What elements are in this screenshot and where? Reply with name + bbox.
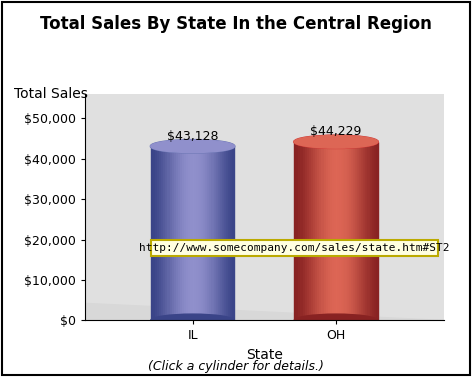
Bar <box>367 142 370 320</box>
Bar <box>222 146 224 320</box>
Text: http://www.somecompany.com/sales/state.htm#ST2: http://www.somecompany.com/sales/state.h… <box>139 243 449 253</box>
Bar <box>188 146 191 320</box>
Bar <box>301 142 303 320</box>
Ellipse shape <box>294 314 378 327</box>
Bar <box>178 146 180 320</box>
Bar <box>180 146 182 320</box>
X-axis label: State: State <box>246 348 283 362</box>
Bar <box>176 146 178 320</box>
Bar <box>320 142 321 320</box>
Bar <box>194 146 197 320</box>
Ellipse shape <box>151 314 235 327</box>
Bar <box>165 146 168 320</box>
Bar <box>294 142 296 320</box>
Bar <box>159 146 161 320</box>
Bar <box>226 146 228 320</box>
Bar <box>169 146 172 320</box>
Bar <box>216 146 218 320</box>
Bar <box>153 146 155 320</box>
Bar <box>328 142 330 320</box>
Ellipse shape <box>294 135 378 148</box>
Bar <box>205 146 207 320</box>
Bar <box>157 146 159 320</box>
Bar <box>296 142 298 320</box>
Polygon shape <box>85 94 444 320</box>
Bar <box>197 146 199 320</box>
Bar <box>346 142 349 320</box>
Bar <box>365 142 367 320</box>
Bar <box>232 146 235 320</box>
Bar <box>161 146 163 320</box>
Bar <box>186 146 188 320</box>
Bar <box>376 142 378 320</box>
Bar <box>313 142 315 320</box>
Bar <box>332 142 334 320</box>
Bar <box>363 142 365 320</box>
Text: $44,229: $44,229 <box>311 125 362 138</box>
Bar <box>374 142 376 320</box>
FancyBboxPatch shape <box>151 240 438 256</box>
Bar <box>357 142 359 320</box>
Bar <box>326 142 328 320</box>
Ellipse shape <box>151 140 235 153</box>
Bar <box>342 142 345 320</box>
Bar <box>151 146 153 320</box>
Bar <box>311 142 313 320</box>
Bar <box>218 146 220 320</box>
Bar <box>370 142 371 320</box>
Bar <box>321 142 323 320</box>
Bar <box>193 146 194 320</box>
Bar <box>303 142 305 320</box>
Text: (Click a cylinder for details.): (Click a cylinder for details.) <box>148 360 324 373</box>
Bar <box>184 146 186 320</box>
Bar <box>338 142 340 320</box>
Bar <box>182 146 184 320</box>
Bar <box>371 142 374 320</box>
Bar <box>224 146 226 320</box>
Bar <box>334 142 336 320</box>
Bar <box>323 142 326 320</box>
Bar <box>172 146 174 320</box>
Bar <box>298 142 301 320</box>
Bar <box>168 146 169 320</box>
Bar <box>361 142 363 320</box>
Bar <box>345 142 346 320</box>
Polygon shape <box>63 76 85 320</box>
Text: Total Sales: Total Sales <box>14 87 88 101</box>
Bar <box>351 142 353 320</box>
Bar <box>359 142 361 320</box>
Bar <box>355 142 357 320</box>
Bar <box>155 146 157 320</box>
Text: Total Sales By State In the Central Region: Total Sales By State In the Central Regi… <box>40 15 432 33</box>
Bar <box>353 142 355 320</box>
Bar <box>220 146 222 320</box>
Bar <box>207 146 209 320</box>
Bar <box>199 146 201 320</box>
Bar <box>213 146 216 320</box>
Bar <box>315 142 317 320</box>
Bar <box>209 146 211 320</box>
Bar <box>211 146 213 320</box>
Bar <box>307 142 309 320</box>
Bar <box>203 146 205 320</box>
Bar <box>309 142 311 320</box>
Bar <box>305 142 307 320</box>
Bar <box>317 142 320 320</box>
Bar <box>201 146 203 320</box>
Bar <box>330 142 332 320</box>
Bar <box>349 142 351 320</box>
Bar <box>191 146 193 320</box>
Bar <box>340 142 342 320</box>
Text: $43,128: $43,128 <box>167 130 219 143</box>
Bar <box>163 146 165 320</box>
Bar <box>174 146 176 320</box>
Bar <box>228 146 230 320</box>
Bar <box>336 142 338 320</box>
Bar <box>230 146 232 320</box>
Polygon shape <box>63 302 444 320</box>
